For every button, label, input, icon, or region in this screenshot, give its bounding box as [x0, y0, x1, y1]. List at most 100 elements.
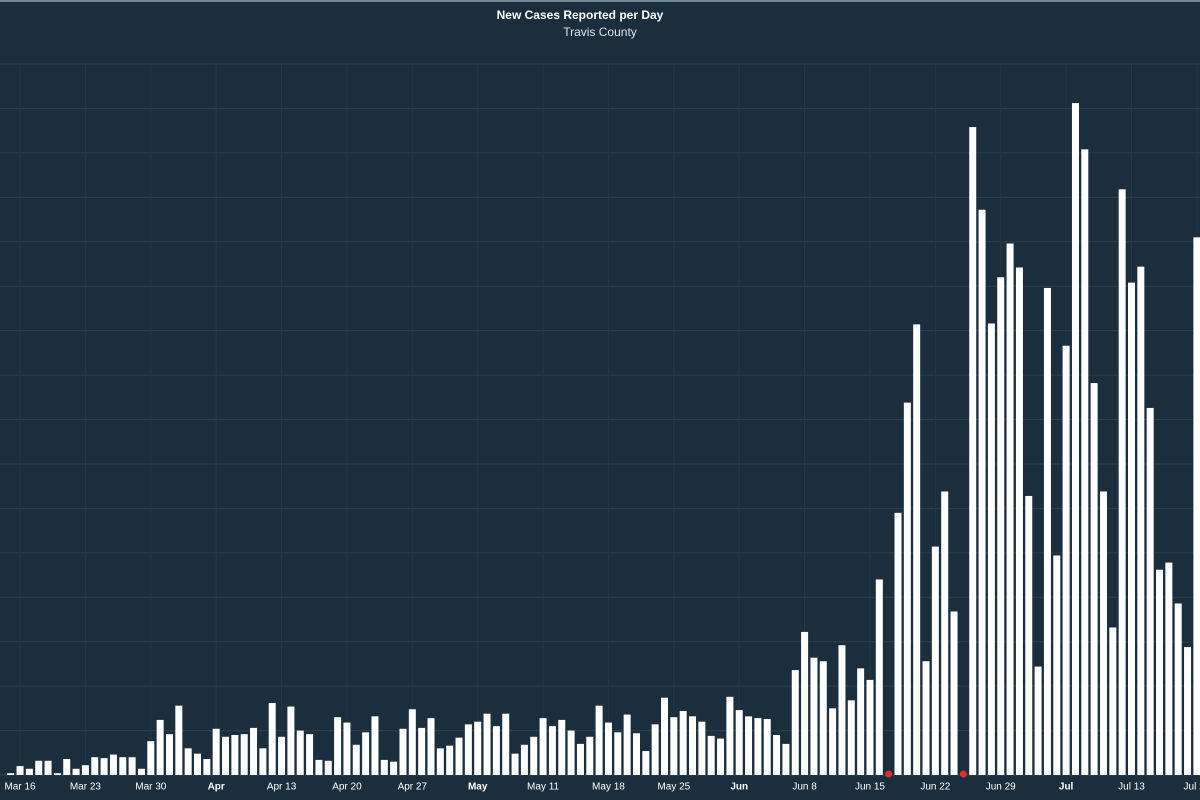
bar [782, 743, 790, 775]
bar [306, 734, 314, 775]
bar [203, 759, 211, 775]
bar [278, 736, 286, 775]
bar [474, 721, 482, 775]
bar [222, 736, 230, 775]
bar [819, 661, 827, 775]
chart-subtitle: Travis County [563, 25, 637, 39]
bar [287, 706, 295, 775]
bar [679, 711, 687, 775]
bar [950, 611, 958, 775]
bar [558, 719, 566, 775]
bar [446, 745, 454, 775]
bar [100, 758, 108, 775]
bar [1062, 345, 1070, 775]
bar [175, 705, 183, 775]
bar [1184, 647, 1192, 775]
bar [119, 757, 127, 775]
bar [156, 719, 164, 775]
bar [483, 713, 491, 775]
bar [240, 734, 248, 775]
x-tick-label: May 25 [657, 782, 690, 793]
bar [829, 708, 837, 775]
bar [25, 768, 33, 775]
missing-marker [885, 770, 893, 778]
bar [866, 679, 874, 775]
bar [502, 713, 510, 775]
bar [698, 721, 706, 775]
bar [184, 748, 192, 775]
bar [334, 717, 342, 775]
bar [343, 722, 351, 775]
bar [1146, 407, 1154, 775]
bar [212, 728, 220, 775]
bar [763, 719, 771, 775]
bar [913, 324, 921, 775]
bar [754, 718, 762, 775]
bar [1174, 603, 1182, 775]
bar [1128, 282, 1135, 775]
bar [1053, 555, 1061, 775]
bar [35, 760, 43, 775]
bar [791, 670, 799, 775]
bar [109, 754, 117, 775]
bar [315, 759, 323, 775]
bar [371, 716, 379, 775]
bar [1156, 569, 1164, 775]
bar [63, 759, 71, 775]
bar [81, 765, 89, 775]
bar [268, 703, 276, 775]
bar [997, 277, 1005, 775]
x-tick-label: Apr [208, 782, 225, 793]
bar [1006, 243, 1014, 776]
x-tick-label: Mar 16 [4, 782, 36, 793]
bar [16, 766, 24, 775]
bar [390, 761, 398, 775]
bar [941, 491, 949, 775]
bar [511, 753, 519, 775]
top-strip [0, 0, 1200, 2]
x-tick-label: Mar 23 [70, 782, 102, 793]
x-tick-label: Apr 20 [332, 782, 362, 793]
bar [53, 773, 61, 775]
bar [137, 768, 145, 775]
bar [455, 737, 463, 775]
bar [44, 760, 52, 775]
bar [492, 726, 500, 775]
bar [595, 705, 603, 775]
bar [324, 760, 332, 775]
bar [838, 645, 846, 775]
bar [987, 323, 995, 775]
x-tick-label: May [468, 782, 488, 793]
x-tick-label: Apr 27 [398, 782, 428, 793]
bar [231, 735, 239, 775]
bar [1165, 562, 1173, 775]
bar [717, 738, 725, 775]
bar [352, 744, 360, 775]
bar [745, 716, 753, 775]
bar [1043, 287, 1051, 775]
bar [296, 730, 304, 775]
bar [165, 734, 173, 775]
bar [1099, 491, 1107, 775]
bar [259, 748, 267, 775]
bar [539, 718, 547, 775]
x-tick-label: Mar 30 [135, 782, 167, 793]
x-tick-label: May 11 [527, 782, 559, 793]
bar [128, 757, 136, 775]
x-tick-label: May 18 [592, 782, 625, 793]
bar [670, 717, 678, 775]
bar [642, 751, 650, 775]
chart-title: New Cases Reported per Day [497, 8, 664, 22]
bar [1137, 266, 1145, 775]
bar [1090, 383, 1098, 775]
x-tick-label: Jul 13 [1118, 782, 1145, 793]
bar [362, 732, 370, 775]
bar [931, 546, 939, 775]
x-tick-label: Jun [730, 782, 748, 793]
bar [726, 696, 734, 775]
x-tick-label: Jun 29 [986, 782, 1016, 793]
x-tick-label: Jun 22 [920, 782, 950, 793]
x-tick-label: Jun 8 [792, 782, 817, 793]
